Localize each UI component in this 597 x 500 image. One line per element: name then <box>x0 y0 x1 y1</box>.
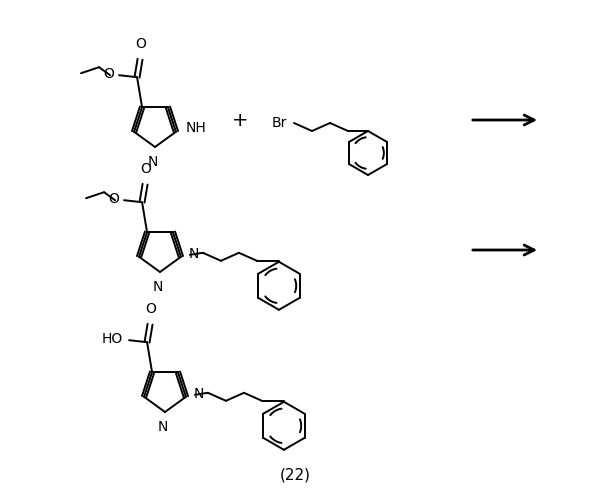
Text: N: N <box>194 387 204 401</box>
Text: O: O <box>141 162 152 176</box>
Text: HO: HO <box>102 332 123 346</box>
Text: N: N <box>148 155 158 169</box>
Text: O: O <box>146 302 156 316</box>
Text: N: N <box>158 420 168 434</box>
Text: N: N <box>153 280 163 294</box>
Text: Br: Br <box>272 116 287 130</box>
Text: O: O <box>103 67 114 81</box>
Text: O: O <box>108 192 119 206</box>
Text: +: + <box>232 110 248 130</box>
Text: O: O <box>136 37 146 51</box>
Text: NH: NH <box>186 121 207 135</box>
Text: (22): (22) <box>279 467 310 482</box>
Text: N: N <box>189 247 199 261</box>
